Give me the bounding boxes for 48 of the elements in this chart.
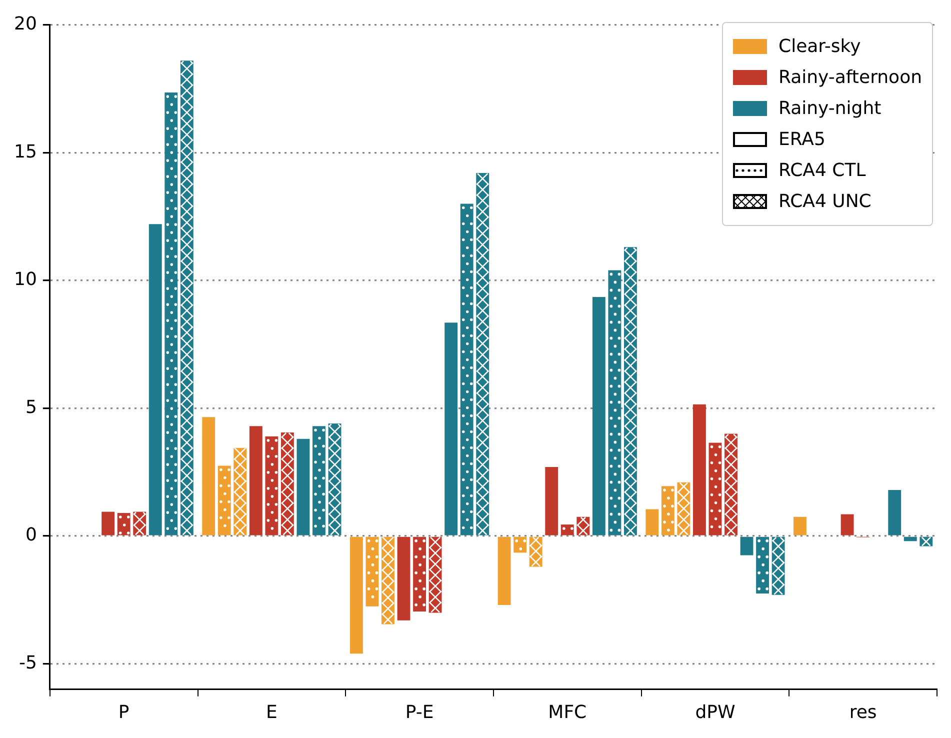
legend-label: Clear-sky [778, 36, 861, 57]
y-tick-label: 15 [14, 141, 37, 162]
bar [102, 512, 115, 536]
bar [560, 524, 574, 536]
y-tick-label: 20 [14, 13, 37, 34]
bar [249, 426, 262, 536]
bar [756, 536, 770, 594]
bar [646, 509, 659, 536]
legend-label: Rainy-night [778, 98, 882, 119]
bar [740, 536, 754, 556]
y-tick-label: 0 [25, 524, 37, 546]
annotation: RCA4 UNC [778, 191, 872, 212]
bar [498, 536, 511, 606]
bar [296, 438, 310, 536]
bar [608, 270, 622, 536]
bar [692, 404, 706, 536]
bar [840, 514, 854, 536]
bar [397, 536, 410, 620]
bar [265, 436, 278, 536]
x-tick-label: MFC [548, 702, 587, 723]
bar [460, 204, 474, 536]
legend-label: Rainy-afternoon [778, 67, 922, 88]
x-tick-label: res [849, 702, 877, 723]
bar [904, 536, 917, 542]
y-tick-label: -5 [18, 652, 37, 674]
bar [444, 322, 458, 536]
bar [148, 224, 162, 536]
bar [312, 426, 326, 536]
bar [366, 536, 379, 606]
bar [350, 536, 363, 654]
bar [218, 466, 231, 536]
annotation: RCA4 CTL [778, 160, 866, 181]
bar [202, 417, 216, 536]
bar [661, 486, 674, 536]
x-tick-label: E [266, 702, 278, 723]
bar [708, 442, 722, 536]
bar [794, 516, 806, 536]
annotation: ERA5 [778, 129, 826, 150]
bar [164, 92, 178, 536]
bar [888, 490, 902, 536]
y-tick-label: 5 [25, 396, 37, 418]
x-tick-label: dPW [695, 702, 736, 723]
bar [514, 536, 527, 553]
bar [545, 467, 558, 536]
bar [592, 297, 606, 536]
x-tick-label: P-E [405, 702, 434, 723]
x-tick-label: P [118, 702, 130, 723]
y-tick-label: 10 [14, 269, 37, 290]
